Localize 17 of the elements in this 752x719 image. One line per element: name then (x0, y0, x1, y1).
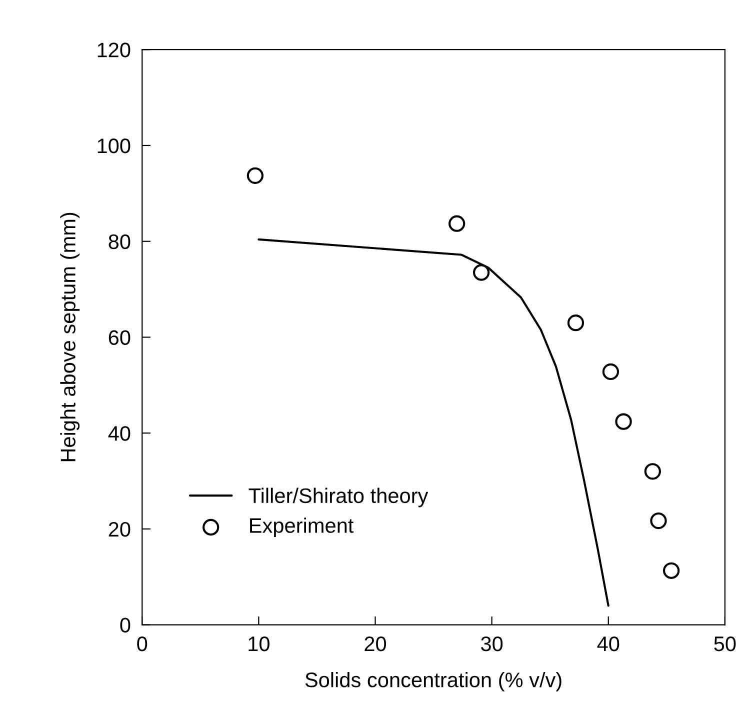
y-axis-title: Height above septum (mm) (60, 212, 80, 462)
x-tick-label: 40 (597, 636, 620, 652)
y-tick-label: 100 (98, 138, 130, 154)
legend-label: Tiller/Shirato theory (248, 488, 428, 508)
y-tick-label: 0 (120, 618, 130, 633)
x-axis-title: Solids concentration (% v/v) (305, 672, 562, 692)
x-tick-label: 50 (714, 636, 736, 652)
y-tick-label: 80 (108, 234, 130, 250)
y-tick-label: 40 (108, 426, 130, 441)
y-tick-label: 120 (98, 42, 130, 58)
x-tick-label: 30 (481, 636, 503, 652)
y-tick-label: 60 (108, 330, 130, 345)
legend-label: Experiment (250, 518, 354, 538)
x-tick-label: 0 (137, 636, 148, 652)
x-tick-label: 20 (364, 636, 386, 652)
x-tick-label: 10 (248, 636, 270, 652)
y-tick-label: 20 (108, 522, 130, 537)
